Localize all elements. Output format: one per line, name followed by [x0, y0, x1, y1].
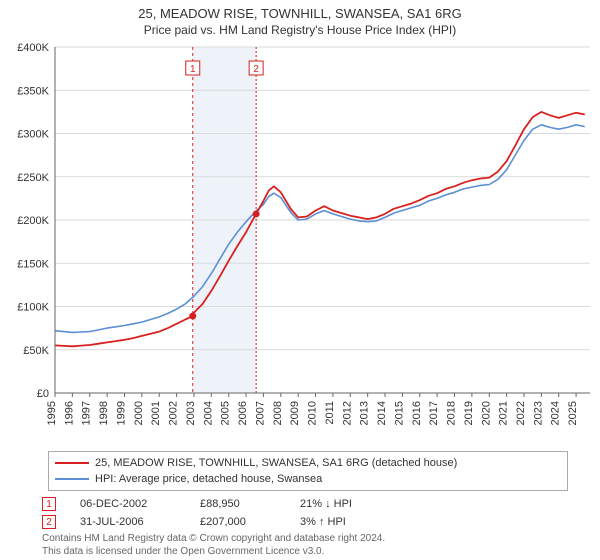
- svg-text:£200K: £200K: [17, 215, 49, 227]
- svg-text:2008: 2008: [272, 401, 284, 425]
- svg-text:2025: 2025: [567, 401, 579, 425]
- svg-text:£150K: £150K: [17, 258, 49, 270]
- svg-text:2016: 2016: [411, 401, 423, 425]
- sale-date: 06-DEC-2002: [80, 498, 176, 510]
- svg-text:1997: 1997: [81, 401, 93, 425]
- svg-text:1995: 1995: [46, 401, 58, 425]
- svg-text:£50K: £50K: [23, 345, 49, 357]
- svg-text:2020: 2020: [480, 401, 492, 425]
- svg-text:2021: 2021: [498, 401, 510, 425]
- svg-text:1999: 1999: [115, 401, 127, 425]
- sales-table: 1 06-DEC-2002 £88,950 21% ↓ HPI 2 31-JUL-2006…: [42, 495, 600, 531]
- footnote-line: This data is licensed under the Open Gov…: [42, 546, 600, 559]
- footnote: Contains HM Land Registry data © Crown c…: [42, 533, 600, 558]
- svg-text:2010: 2010: [307, 401, 319, 425]
- legend: 25, MEADOW RISE, TOWNHILL, SWANSEA, SA1 …: [48, 451, 568, 491]
- sale-row: 1 06-DEC-2002 £88,950 21% ↓ HPI: [42, 495, 600, 513]
- svg-text:2014: 2014: [376, 401, 388, 425]
- footnote-line: Contains HM Land Registry data © Crown c…: [42, 533, 600, 546]
- svg-text:2015: 2015: [393, 401, 405, 425]
- legend-row: 25, MEADOW RISE, TOWNHILL, SWANSEA, SA1 …: [55, 455, 561, 471]
- page-title: 25, MEADOW RISE, TOWNHILL, SWANSEA, SA1 …: [0, 0, 600, 21]
- svg-text:2017: 2017: [428, 401, 440, 425]
- legend-label: HPI: Average price, detached house, Swan…: [95, 473, 322, 485]
- svg-text:2012: 2012: [341, 401, 353, 425]
- svg-text:2022: 2022: [515, 401, 527, 425]
- page-subtitle: Price paid vs. HM Land Registry's House …: [0, 21, 600, 41]
- svg-text:2003: 2003: [185, 401, 197, 425]
- sale-date: 31-JUL-2006: [80, 516, 176, 528]
- svg-text:2023: 2023: [532, 401, 544, 425]
- svg-text:2000: 2000: [133, 401, 145, 425]
- svg-text:2001: 2001: [150, 401, 162, 425]
- svg-text:2005: 2005: [220, 401, 232, 425]
- svg-text:1: 1: [190, 64, 196, 75]
- svg-text:£400K: £400K: [17, 42, 49, 54]
- svg-text:2004: 2004: [202, 401, 214, 425]
- sale-marker-icon: 1: [42, 497, 56, 511]
- svg-text:2011: 2011: [324, 401, 336, 425]
- sale-price: £88,950: [200, 498, 276, 510]
- sale-hpi-delta: 3% ↑ HPI: [300, 516, 390, 528]
- svg-text:2002: 2002: [168, 401, 180, 425]
- svg-text:£350K: £350K: [17, 85, 49, 97]
- sale-price: £207,000: [200, 516, 276, 528]
- legend-label: 25, MEADOW RISE, TOWNHILL, SWANSEA, SA1 …: [95, 457, 457, 469]
- svg-text:2: 2: [253, 64, 259, 75]
- svg-text:2018: 2018: [446, 401, 458, 425]
- svg-text:2013: 2013: [359, 401, 371, 425]
- legend-swatch: [55, 462, 89, 464]
- price-chart: £0 £50K £100K £150K £200K £250K £300K £350K £400…: [0, 41, 600, 449]
- legend-row: HPI: Average price, detached house, Swan…: [55, 471, 561, 487]
- svg-text:2024: 2024: [550, 401, 562, 425]
- svg-text:1996: 1996: [63, 401, 75, 425]
- legend-swatch: [55, 478, 89, 480]
- svg-text:2007: 2007: [254, 401, 266, 425]
- svg-text:£250K: £250K: [17, 172, 49, 184]
- sale-row: 2 31-JUL-2006 £207,000 3% ↑ HPI: [42, 513, 600, 531]
- svg-text:2009: 2009: [289, 401, 301, 425]
- sale-hpi-delta: 21% ↓ HPI: [300, 498, 390, 510]
- svg-text:2019: 2019: [463, 401, 475, 425]
- sale-marker-icon: 2: [42, 515, 56, 529]
- svg-text:1998: 1998: [98, 401, 110, 425]
- svg-text:£0: £0: [37, 388, 49, 400]
- svg-text:2006: 2006: [237, 401, 249, 425]
- svg-text:£100K: £100K: [17, 302, 49, 314]
- svg-text:£300K: £300K: [17, 129, 49, 141]
